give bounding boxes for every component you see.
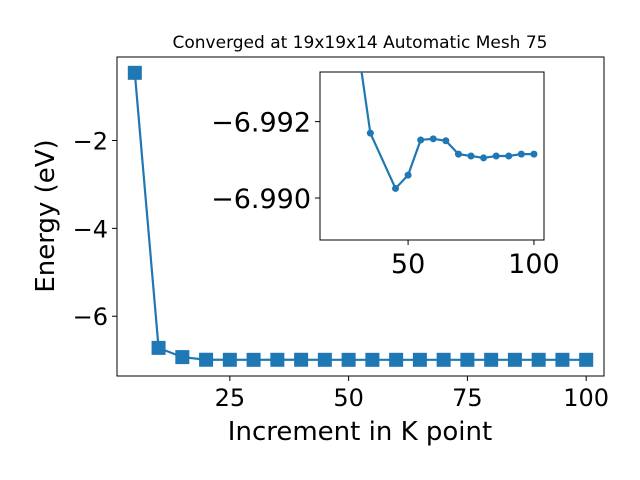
data-point-marker: [530, 150, 538, 158]
y-tick-label: −6.992: [211, 108, 311, 139]
x-tick-label: 75: [452, 384, 483, 412]
y-axis-label: Energy (eV): [31, 139, 61, 292]
data-point-marker: [442, 137, 450, 145]
data-point-marker: [199, 352, 214, 367]
data-point-marker: [531, 352, 546, 367]
data-point-marker: [436, 352, 451, 367]
main-axis-ticks: 25 50 75 100 −2 −4 −6: [73, 127, 609, 412]
x-tick-label: 25: [215, 384, 246, 412]
data-point-marker: [404, 171, 412, 179]
data-point-marker: [417, 136, 425, 144]
data-point-marker: [365, 352, 380, 367]
data-point-marker: [392, 184, 400, 192]
data-point-marker: [341, 352, 356, 367]
y-tick-label: −4: [73, 215, 108, 243]
data-point-marker: [555, 352, 570, 367]
data-point-marker: [294, 352, 309, 367]
data-point-marker: [492, 152, 500, 160]
x-tick-label: 100: [563, 384, 609, 412]
data-point-marker: [507, 352, 522, 367]
data-point-marker: [151, 340, 166, 355]
x-tick-label: 50: [333, 384, 364, 412]
x-tick-label: 50: [391, 249, 425, 280]
data-point-marker: [480, 154, 488, 162]
data-point-marker: [484, 352, 499, 367]
inset-plot-area: [360, 72, 538, 192]
data-point-marker: [270, 352, 285, 367]
data-point-marker: [317, 352, 332, 367]
data-point-marker: [467, 152, 475, 160]
x-tick-label: 100: [508, 249, 560, 280]
data-point-marker: [412, 352, 427, 367]
data-point-marker: [579, 352, 594, 367]
data-point-marker: [454, 150, 462, 158]
data-point-marker: [222, 352, 237, 367]
data-point-marker: [246, 352, 261, 367]
inset-axis-ticks: 50 100 −6.992 −6.990: [211, 108, 560, 280]
data-point-marker: [517, 150, 525, 158]
data-point-marker: [389, 352, 404, 367]
data-point-marker: [460, 352, 475, 367]
data-point-marker: [366, 129, 374, 137]
y-tick-label: −6: [73, 303, 108, 331]
data-point-marker: [429, 135, 437, 143]
data-point-marker: [127, 65, 142, 80]
y-tick-label: −6.990: [211, 184, 311, 215]
main-plot-area: [127, 65, 594, 367]
data-point-marker: [175, 350, 190, 365]
y-tick-label: −2: [73, 127, 108, 155]
data-point-marker: [505, 152, 513, 160]
x-axis-label: Increment in K point: [228, 417, 492, 447]
chart-title: Converged at 19x19x14 Automatic Mesh 75: [173, 33, 548, 53]
